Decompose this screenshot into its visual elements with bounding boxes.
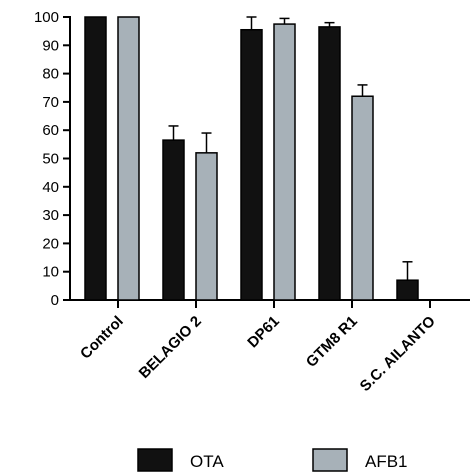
bar-ota (396, 279, 419, 301)
bar-afb1 (351, 95, 374, 301)
bar-ota (240, 28, 263, 301)
y-tick-label: 10 (42, 264, 59, 281)
bar-afb1 (117, 16, 140, 301)
legend: OTA AFB1 (137, 448, 408, 472)
y-tick-label: 80 (42, 66, 59, 83)
legend-label-ota: OTA (190, 452, 224, 471)
y-tick-label: 60 (42, 122, 59, 139)
y-tick-label: 30 (42, 207, 59, 224)
y-tick-label: 100 (34, 9, 59, 26)
y-tick-label: 50 (42, 151, 59, 168)
x-category-label: BELAGIO 2 (136, 313, 205, 382)
x-axis: Control BELAGIO 2 DP61 GTM8 R1S.C. AILANTO (69, 299, 470, 395)
y-tick-label: 0 (51, 292, 59, 309)
x-category-label: GTM8 R1 (303, 313, 361, 371)
legend-swatch-ota (137, 448, 173, 472)
y-axis: 0 10 20 30 40 50 60 70 80 90 100 (34, 9, 71, 309)
bar-ota (84, 16, 107, 301)
y-tick-label: 20 (42, 235, 59, 252)
bar-ota (318, 26, 341, 301)
bar-afb1 (273, 23, 296, 301)
bar-ota (162, 139, 185, 301)
legend-swatch-afb1 (312, 448, 348, 472)
y-tick-label: 40 (42, 179, 59, 196)
x-category-label: S.C. AILANTO (357, 313, 439, 395)
y-tick-label: 70 (42, 94, 59, 111)
x-category-label: Control (77, 313, 127, 363)
bar-afb1 (195, 152, 218, 301)
bars (84, 16, 419, 301)
y-tick-label: 90 (42, 37, 59, 54)
x-category-label: DP61 (244, 313, 283, 352)
legend-label-afb1: AFB1 (365, 452, 408, 471)
